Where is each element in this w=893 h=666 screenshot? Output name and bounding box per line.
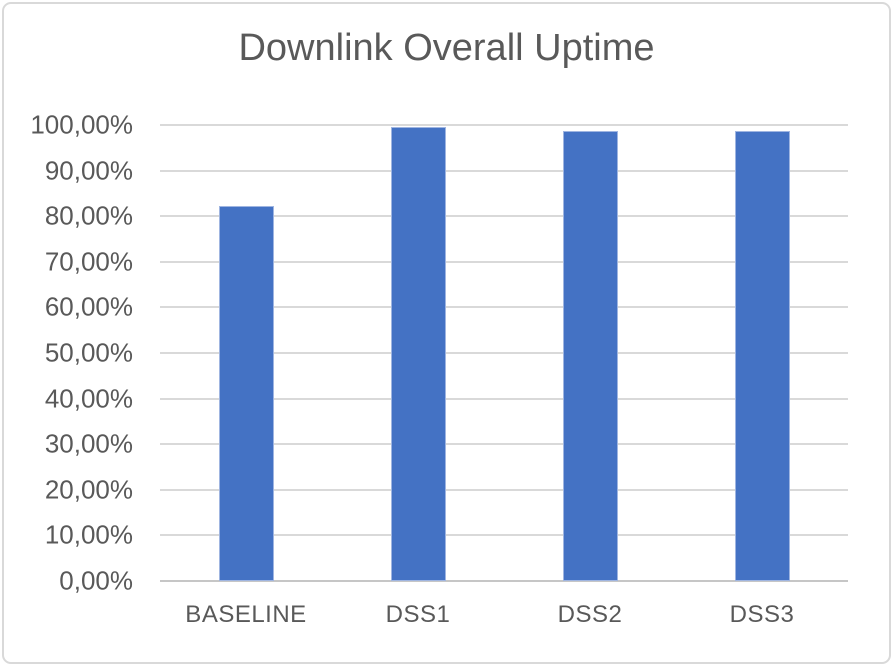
y-tick-label: 100,00% bbox=[30, 109, 133, 140]
bar-dss3 bbox=[734, 130, 790, 581]
gridline bbox=[160, 169, 848, 172]
y-tick-label: 40,00% bbox=[44, 383, 133, 414]
gridline bbox=[160, 306, 848, 309]
x-category-label: BASELINE bbox=[185, 601, 307, 628]
y-tick-label: 20,00% bbox=[44, 474, 133, 505]
y-tick-label: 30,00% bbox=[44, 428, 133, 459]
x-category-label: DSS1 bbox=[385, 601, 451, 628]
x-axis-line bbox=[160, 580, 848, 582]
gridline bbox=[160, 215, 848, 218]
gridline bbox=[160, 534, 848, 537]
gridline bbox=[160, 352, 848, 354]
bar-baseline bbox=[218, 206, 274, 581]
x-category-label: DSS3 bbox=[729, 601, 795, 628]
y-tick-label: 0,00% bbox=[59, 565, 133, 596]
bar-dss2 bbox=[562, 130, 618, 581]
y-tick-label: 60,00% bbox=[44, 291, 133, 322]
plot-area bbox=[160, 124, 848, 582]
gridline bbox=[160, 443, 848, 446]
y-tick-label: 90,00% bbox=[44, 155, 133, 186]
bar-dss1 bbox=[390, 127, 446, 581]
y-axis-labels: 0,00% 10,00% 20,00% 30,00% 40,00% 50,00% 60,00… bbox=[0, 110, 133, 596]
gridline bbox=[160, 124, 848, 126]
y-tick-label: 50,00% bbox=[44, 337, 133, 368]
gridline bbox=[160, 397, 848, 400]
y-tick-label: 10,00% bbox=[44, 519, 133, 550]
x-category-label: DSS2 bbox=[557, 601, 623, 628]
y-tick-label: 80,00% bbox=[44, 200, 133, 231]
x-axis-labels: BASELINE DSS1 DSS2 DSS3 bbox=[160, 601, 848, 637]
y-tick-label: 70,00% bbox=[44, 246, 133, 277]
gridline bbox=[160, 260, 848, 263]
chart-title: Downlink Overall Uptime bbox=[238, 27, 655, 69]
gridline bbox=[160, 488, 848, 491]
